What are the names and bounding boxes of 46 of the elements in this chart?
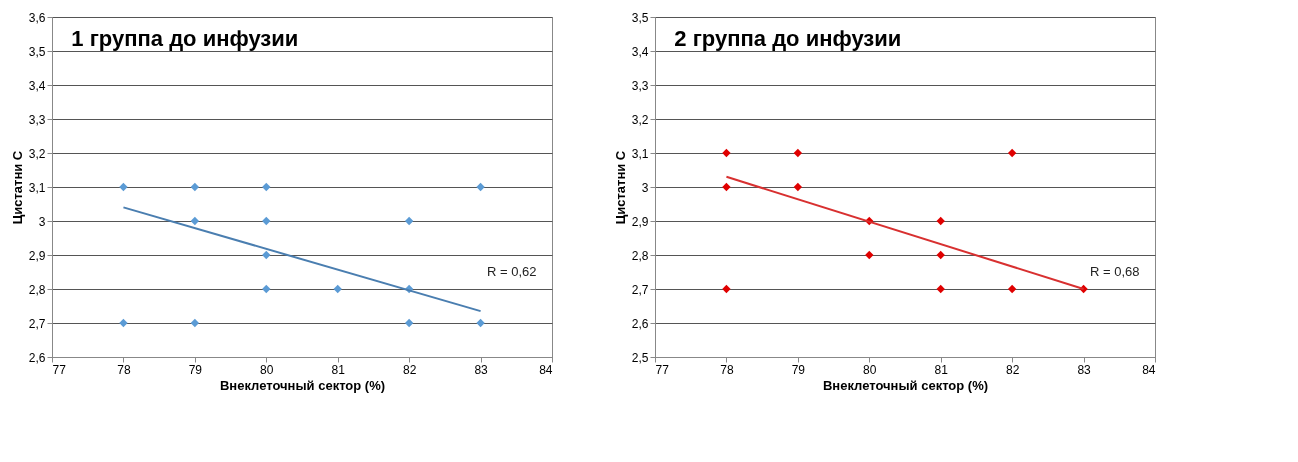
x-tick-label: 79: [188, 362, 203, 377]
y-tick-label: 3: [641, 180, 649, 195]
y-tick-label: 3: [38, 214, 46, 229]
y-tick-label: 3,2: [28, 146, 46, 161]
y-tick-label: 3,4: [28, 78, 46, 93]
chart-title: 1 группа до инфузии: [71, 26, 299, 51]
y-tick-label: 2,9: [631, 214, 649, 229]
x-tick-label: 84: [539, 362, 553, 377]
y-axis-title: Цистатни С: [612, 150, 628, 225]
annotation: R = 0,68: [1090, 264, 1140, 279]
y-tick-label: 2,6: [28, 350, 46, 365]
x-tick-label: 77: [655, 362, 670, 377]
x-tick-label: 80: [260, 362, 274, 377]
y-tick-label: 2,5: [631, 350, 649, 365]
x-tick-label: 81: [331, 362, 346, 377]
y-tick-label: 2,6: [631, 316, 649, 331]
x-axis-title: Внеклеточный сектор (%): [219, 377, 386, 393]
y-tick-label: 3,5: [631, 10, 649, 25]
x-tick-label: 78: [117, 362, 131, 377]
x-tick-label: 82: [1005, 362, 1020, 377]
y-tick-label: 3,1: [631, 146, 649, 161]
annotation: R = 0,62: [487, 264, 537, 279]
y-tick-label: 3,3: [631, 78, 649, 93]
y-tick-label: 3,4: [631, 44, 649, 59]
y-tick-label: 3,2: [631, 112, 649, 127]
x-tick-label: 83: [1077, 362, 1092, 377]
y-tick-label: 2,8: [631, 248, 649, 263]
x-tick-label: 83: [474, 362, 489, 377]
y-tick-label: 3,3: [28, 112, 46, 127]
y-tick-label: 3,6: [28, 10, 46, 25]
x-tick-label: 77: [52, 362, 67, 377]
chart-title: 2 группа до инфузии: [674, 26, 902, 51]
x-tick-label: 82: [402, 362, 417, 377]
y-tick-label: 2,7: [631, 282, 649, 297]
y-tick-label: 3,5: [28, 44, 46, 59]
x-axis-title: Внеклеточный сектор (%): [822, 377, 989, 393]
x-tick-label: 84: [1142, 362, 1156, 377]
x-tick-label: 78: [720, 362, 734, 377]
y-tick-label: 2,7: [28, 316, 46, 331]
x-tick-label: 80: [863, 362, 877, 377]
y-axis-title: Цистатни С: [9, 150, 25, 225]
x-tick-label: 79: [791, 362, 806, 377]
y-tick-label: 2,8: [28, 282, 46, 297]
x-tick-label: 81: [934, 362, 949, 377]
y-tick-label: 2,9: [28, 248, 46, 263]
y-tick-label: 3,1: [28, 180, 46, 195]
